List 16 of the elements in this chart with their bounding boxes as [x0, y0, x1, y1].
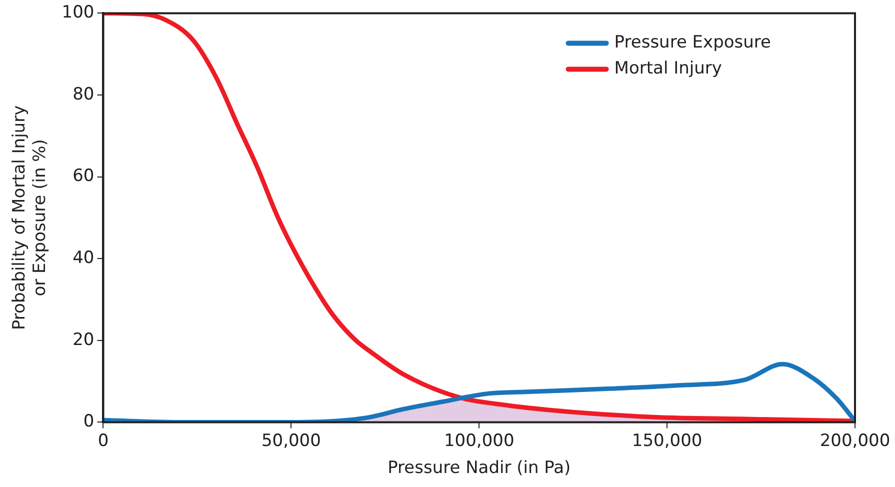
- line-series: [103, 362, 855, 422]
- y-tick-label: 60: [72, 166, 94, 186]
- y-tick-label: 100: [62, 2, 94, 23]
- y-tick-label: 40: [72, 248, 94, 268]
- x-tick-label: 0: [98, 430, 109, 451]
- x-tick-label: 150,000: [632, 430, 702, 451]
- y-axis-title: Probability of Mortal Injury or Exposure (in %): [10, 105, 50, 330]
- x-tick-label: 100,000: [444, 430, 514, 451]
- y-tick-label: 80: [72, 84, 94, 104]
- x-tick-label: 50,000: [261, 430, 321, 451]
- x-tick-label: 200,000: [820, 430, 890, 451]
- y-tick-label: 20: [72, 330, 94, 350]
- legend-label: Pressure Exposure: [614, 32, 772, 53]
- legend-label: Mortal Injury: [614, 58, 722, 79]
- y-tick-label: 0: [83, 412, 94, 432]
- x-axis-title: Pressure Nadir (in Pa): [388, 458, 571, 478]
